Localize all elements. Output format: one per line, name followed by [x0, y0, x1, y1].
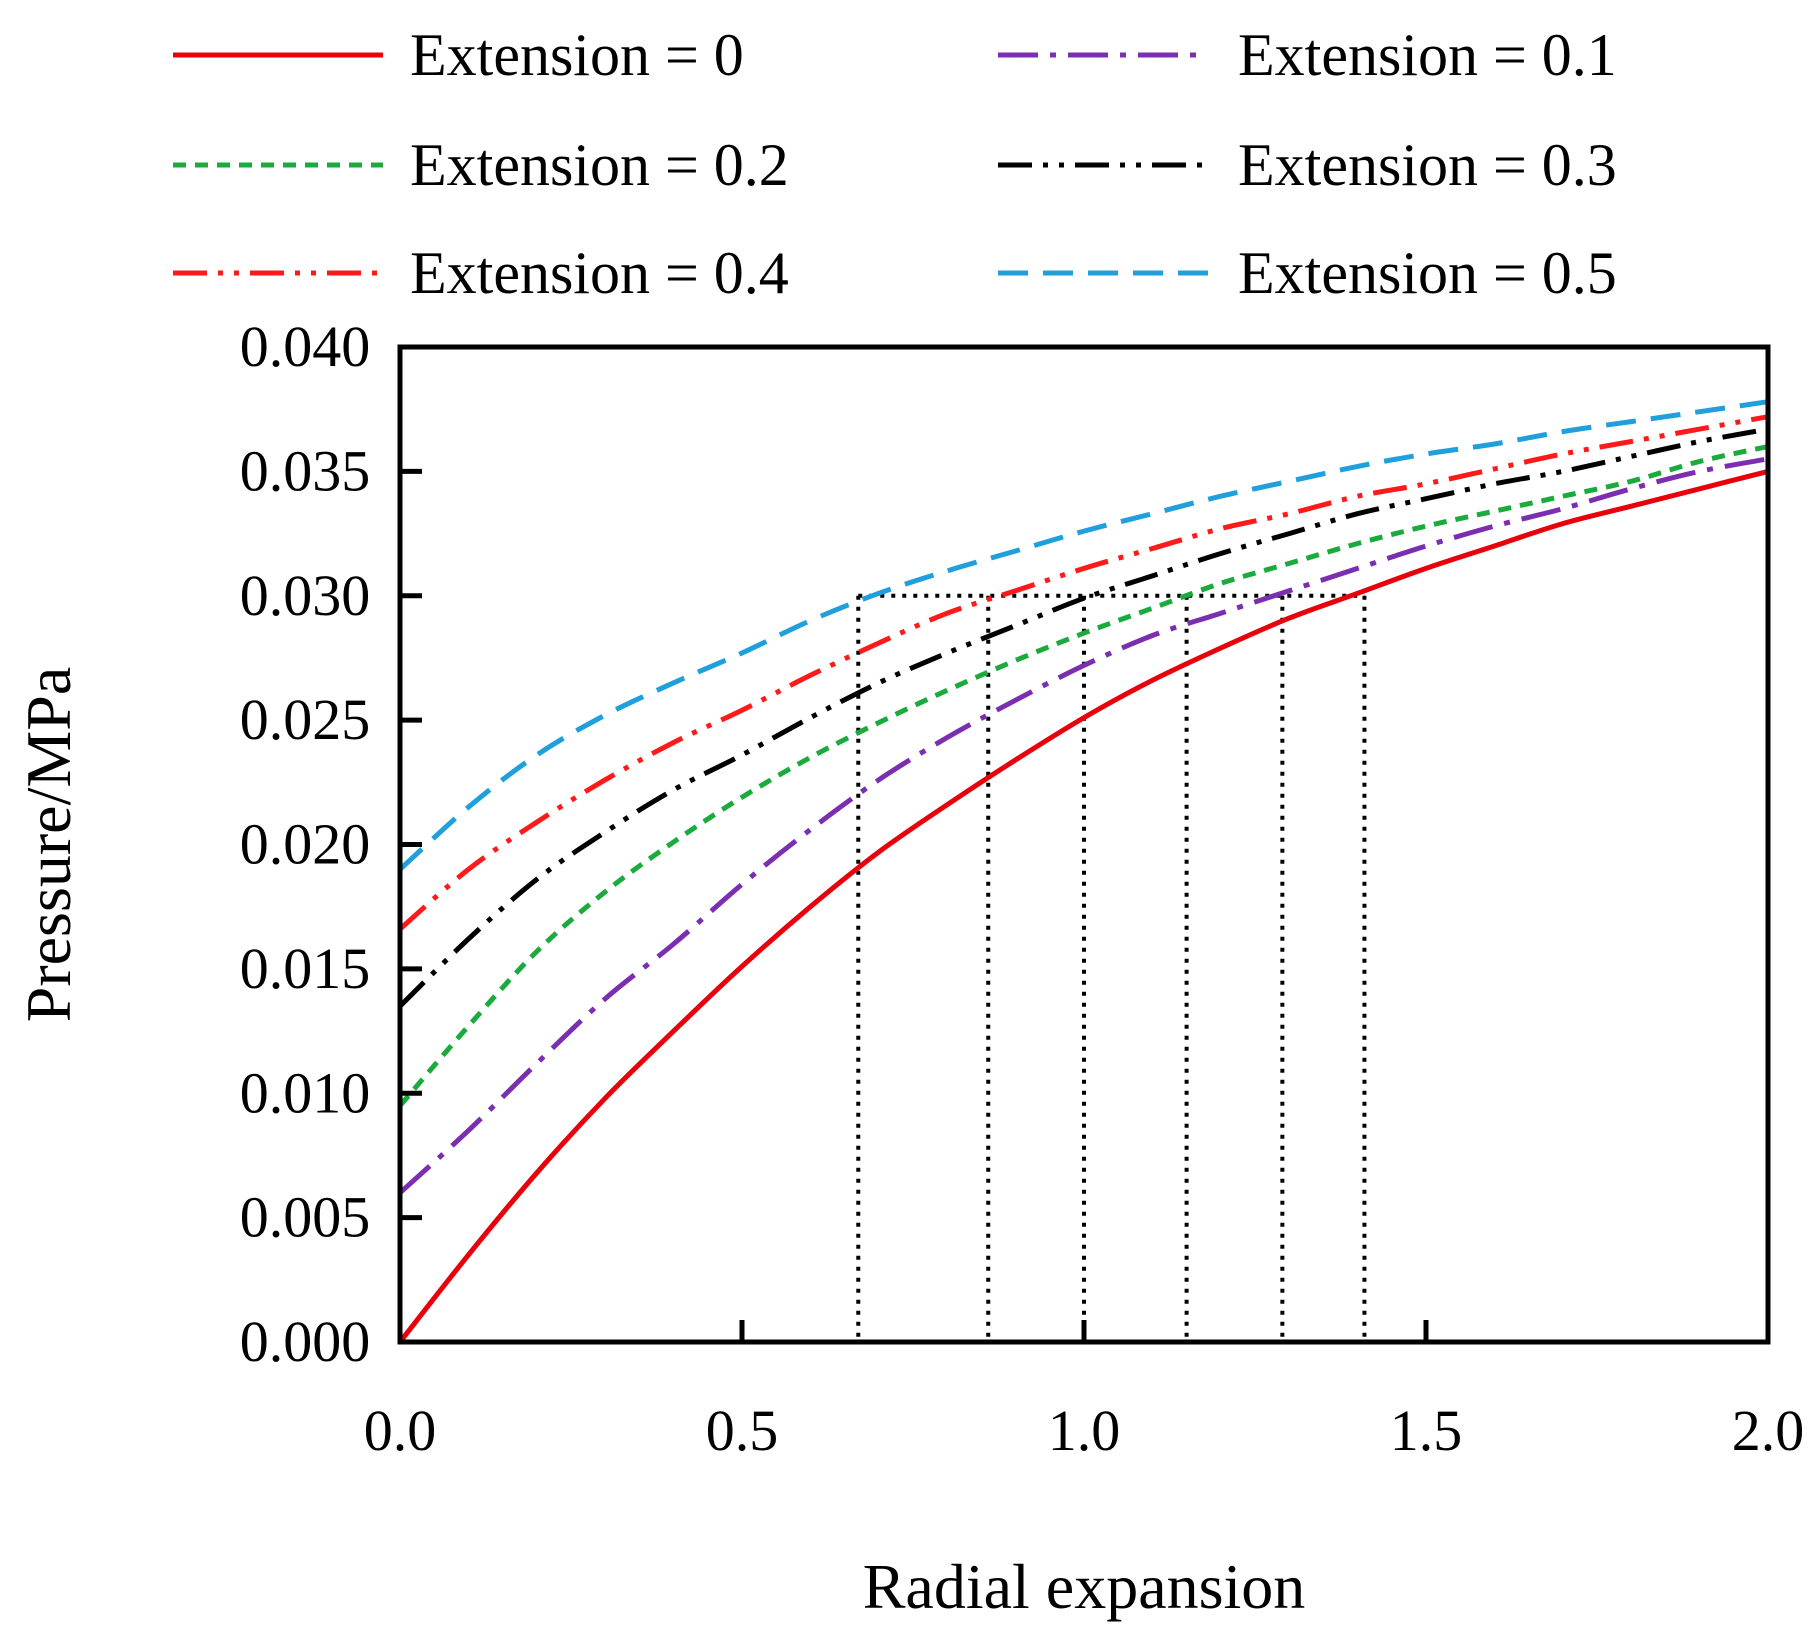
legend-label: Extension = 0.3 — [1238, 132, 1617, 198]
y-tick-label: 0.025 — [240, 687, 371, 752]
y-tick-label: 0.030 — [240, 563, 371, 628]
x-axis-title: Radial expansion — [863, 1551, 1306, 1622]
series-line-0 — [398, 468, 1769, 1344]
y-tick-label: 0.015 — [240, 936, 371, 1001]
legend-item: Extension = 0.5 — [998, 240, 1617, 306]
series-lines — [398, 399, 1769, 1344]
x-tick-label: 2.0 — [1732, 1398, 1805, 1463]
x-tick-label: 1.0 — [1048, 1398, 1121, 1463]
y-tick-label: 0.005 — [240, 1185, 371, 1250]
series-line-3 — [398, 426, 1769, 1008]
legend-item: Extension = 0.3 — [998, 132, 1617, 198]
y-tick-label: 0.000 — [240, 1309, 371, 1374]
x-tick-label: 0.5 — [706, 1398, 779, 1463]
series-line-5 — [398, 399, 1769, 872]
legend-item: Extension = 0.2 — [173, 132, 789, 198]
series-line-2 — [398, 444, 1769, 1108]
legend-item: Extension = 0.1 — [998, 22, 1617, 88]
legend-label: Extension = 0.1 — [1238, 22, 1617, 88]
axis-tick-labels: 0.0 0.5 1.0 1.5 2.0 0.000 0.005 0.010 0.015 0.020… — [240, 314, 1805, 1463]
x-tick-label: 0.0 — [364, 1398, 437, 1463]
legend-label: Extension = 0 — [410, 22, 744, 88]
legend-item: Extension = 0.4 — [173, 240, 789, 306]
legend-label: Extension = 0.5 — [1238, 240, 1617, 306]
y-tick-label: 0.040 — [240, 314, 371, 379]
legend: Extension = 0 Extension = 0.1 Extension = … — [173, 22, 1617, 306]
y-tick-label: 0.010 — [240, 1060, 371, 1125]
y-tick-label: 0.020 — [240, 812, 371, 877]
y-tick-label: 0.035 — [240, 438, 371, 503]
legend-label: Extension = 0.4 — [410, 240, 789, 306]
x-tick-label: 1.5 — [1390, 1398, 1463, 1463]
series-line-4 — [398, 414, 1769, 931]
legend-label: Extension = 0.2 — [410, 132, 789, 198]
series-line-1 — [398, 456, 1769, 1195]
legend-item: Extension = 0 — [173, 22, 744, 88]
axis-ticks — [397, 344, 1771, 1345]
reference-guides — [856, 593, 1367, 1342]
y-axis-title: Pressure/MPa — [13, 667, 84, 1023]
